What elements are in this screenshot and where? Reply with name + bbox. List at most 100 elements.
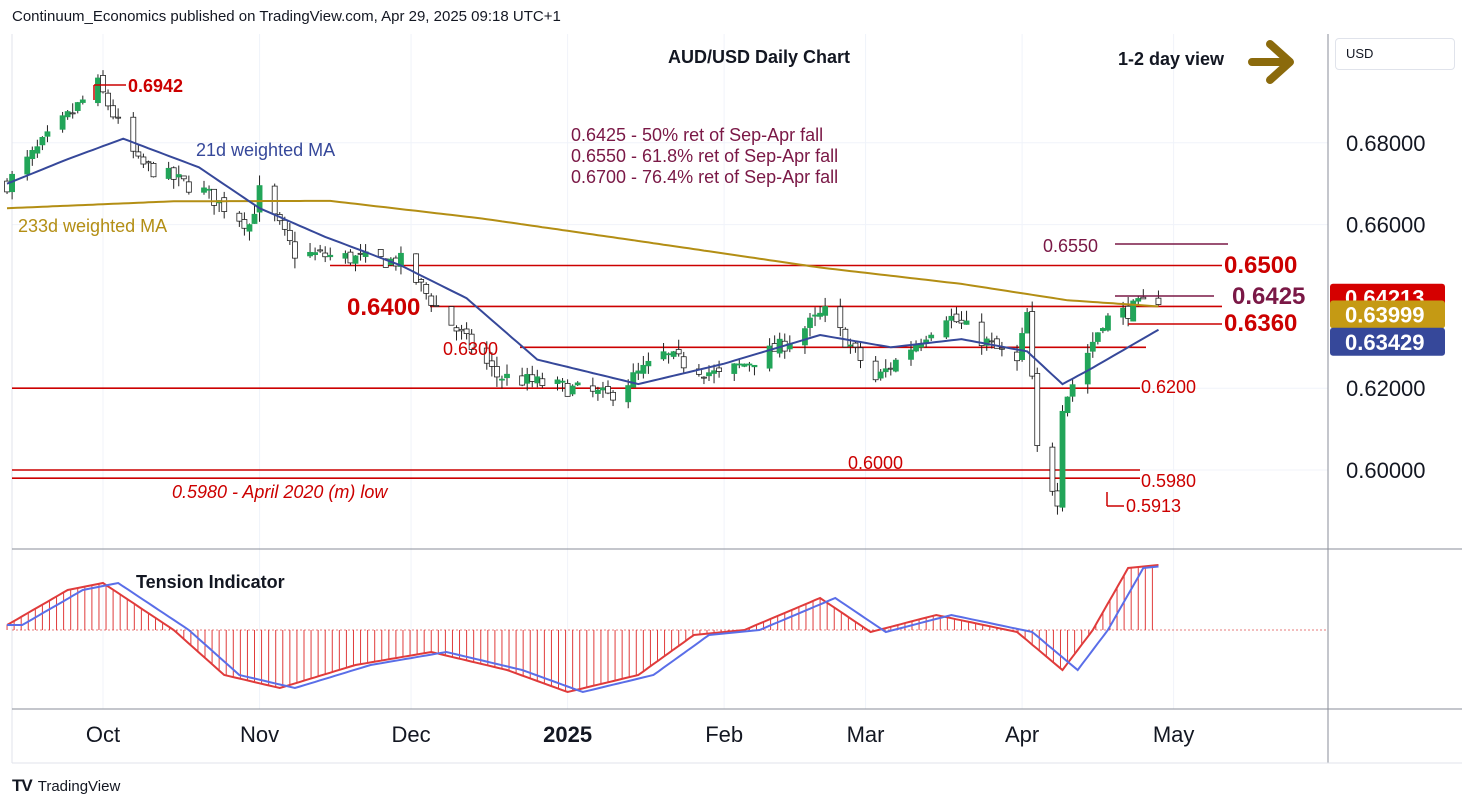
- candle: [418, 277, 425, 292]
- candle: [534, 369, 541, 388]
- candle: [610, 390, 616, 407]
- candle: [766, 338, 773, 372]
- candle: [1094, 332, 1101, 345]
- candle: [145, 160, 152, 172]
- candle: [635, 362, 642, 380]
- currency-selector[interactable]: USD: [1335, 38, 1455, 70]
- candle: [130, 112, 137, 159]
- chart-frame: [11, 34, 1462, 764]
- candle: [978, 313, 985, 355]
- candle: [140, 153, 147, 169]
- arrow-right-icon: [1248, 40, 1294, 84]
- candle: [110, 99, 116, 120]
- svg-text:0.63999: 0.63999: [1345, 302, 1425, 327]
- candle: [135, 144, 142, 159]
- level-5980-note: 0.5980 - April 2020 (m) low: [172, 482, 388, 502]
- candle: [711, 364, 717, 384]
- candle: [423, 282, 430, 300]
- candle: [483, 341, 490, 370]
- candle: [1049, 442, 1056, 496]
- fib-6550-label: 0.6550: [1043, 236, 1098, 256]
- fib-6425-label: 0.6425: [1232, 283, 1305, 310]
- x-tick-label: Feb: [705, 722, 743, 747]
- y-tick-label: 0.62000: [1346, 376, 1426, 401]
- candle: [352, 255, 359, 272]
- candle: [69, 103, 76, 119]
- candle: [807, 312, 813, 337]
- price-badge: 0.63429: [1330, 327, 1445, 356]
- candle: [34, 139, 41, 158]
- y-tick-label: 0.60000: [1346, 458, 1426, 483]
- candle: [428, 293, 435, 312]
- candle: [852, 340, 859, 353]
- candles: [4, 70, 1162, 515]
- candle: [812, 307, 818, 327]
- candle: [564, 379, 571, 397]
- candle: [1054, 482, 1061, 515]
- candle: [524, 367, 531, 391]
- candle: [529, 365, 536, 388]
- level-6300-label: 0.6300: [443, 339, 498, 359]
- candle: [347, 249, 354, 266]
- x-tick-label: Mar: [847, 722, 885, 747]
- candle: [731, 363, 738, 381]
- candle: [458, 324, 465, 340]
- tension-indicator: [6, 564, 1159, 694]
- candle: [953, 307, 960, 323]
- tradingview-logo-icon: TV: [12, 776, 33, 795]
- candle: [307, 242, 313, 258]
- candle: [1069, 379, 1076, 402]
- footer[interactable]: TV TradingView: [12, 776, 120, 796]
- footer-brand: TradingView: [37, 777, 121, 795]
- y-tick-label: 0.68000: [1346, 131, 1426, 156]
- candle: [817, 305, 823, 320]
- candle: [882, 359, 889, 378]
- candle: [105, 89, 111, 111]
- fib-note-764: 0.6700 - 76.4% ret of Sep-Apr fall: [571, 167, 838, 187]
- candle: [499, 375, 505, 389]
- candle: [842, 327, 849, 348]
- candle: [413, 253, 420, 285]
- candle: [877, 368, 884, 381]
- low-label: 0.5913: [1126, 496, 1181, 516]
- candle: [539, 372, 546, 388]
- candle: [433, 295, 440, 307]
- price-axis[interactable]: 0.60000 0.62000 0.66000 0.68000: [1346, 131, 1426, 483]
- candle: [100, 70, 106, 94]
- x-tick-label: 2025: [543, 722, 592, 747]
- candle: [1100, 327, 1106, 334]
- candle: [9, 170, 16, 200]
- candle: [468, 329, 475, 355]
- candle: [1019, 327, 1025, 362]
- candle: [165, 161, 172, 180]
- candle: [913, 340, 919, 353]
- candle: [493, 356, 500, 387]
- candle: [251, 205, 258, 224]
- candle: [4, 178, 10, 195]
- candle: [74, 101, 81, 114]
- candle: [1120, 301, 1126, 325]
- candle: [221, 191, 228, 219]
- candle: [206, 185, 212, 199]
- time-axis[interactable]: Oct Nov Dec 2025 Feb Mar Apr May: [86, 722, 1194, 747]
- fib-note-618: 0.6550 - 61.8% ret of Sep-Apr fall: [571, 146, 838, 166]
- candle: [1155, 290, 1162, 306]
- candle: [660, 342, 667, 361]
- ma233-line: [6, 199, 1159, 308]
- candle: [822, 297, 829, 323]
- candle: [256, 175, 263, 222]
- chart-title: AUD/USD Daily Chart: [668, 47, 850, 67]
- candle: [185, 175, 192, 195]
- candle: [327, 247, 334, 261]
- candle: [398, 246, 404, 275]
- tension-indicator-label: Tension Indicator: [136, 572, 285, 592]
- candle: [892, 358, 899, 373]
- candle: [574, 381, 581, 387]
- candle: [115, 108, 122, 124]
- candle: [1140, 289, 1147, 300]
- candle: [670, 350, 677, 360]
- view-label: 1-2 day view: [1118, 49, 1225, 69]
- candle: [595, 386, 601, 401]
